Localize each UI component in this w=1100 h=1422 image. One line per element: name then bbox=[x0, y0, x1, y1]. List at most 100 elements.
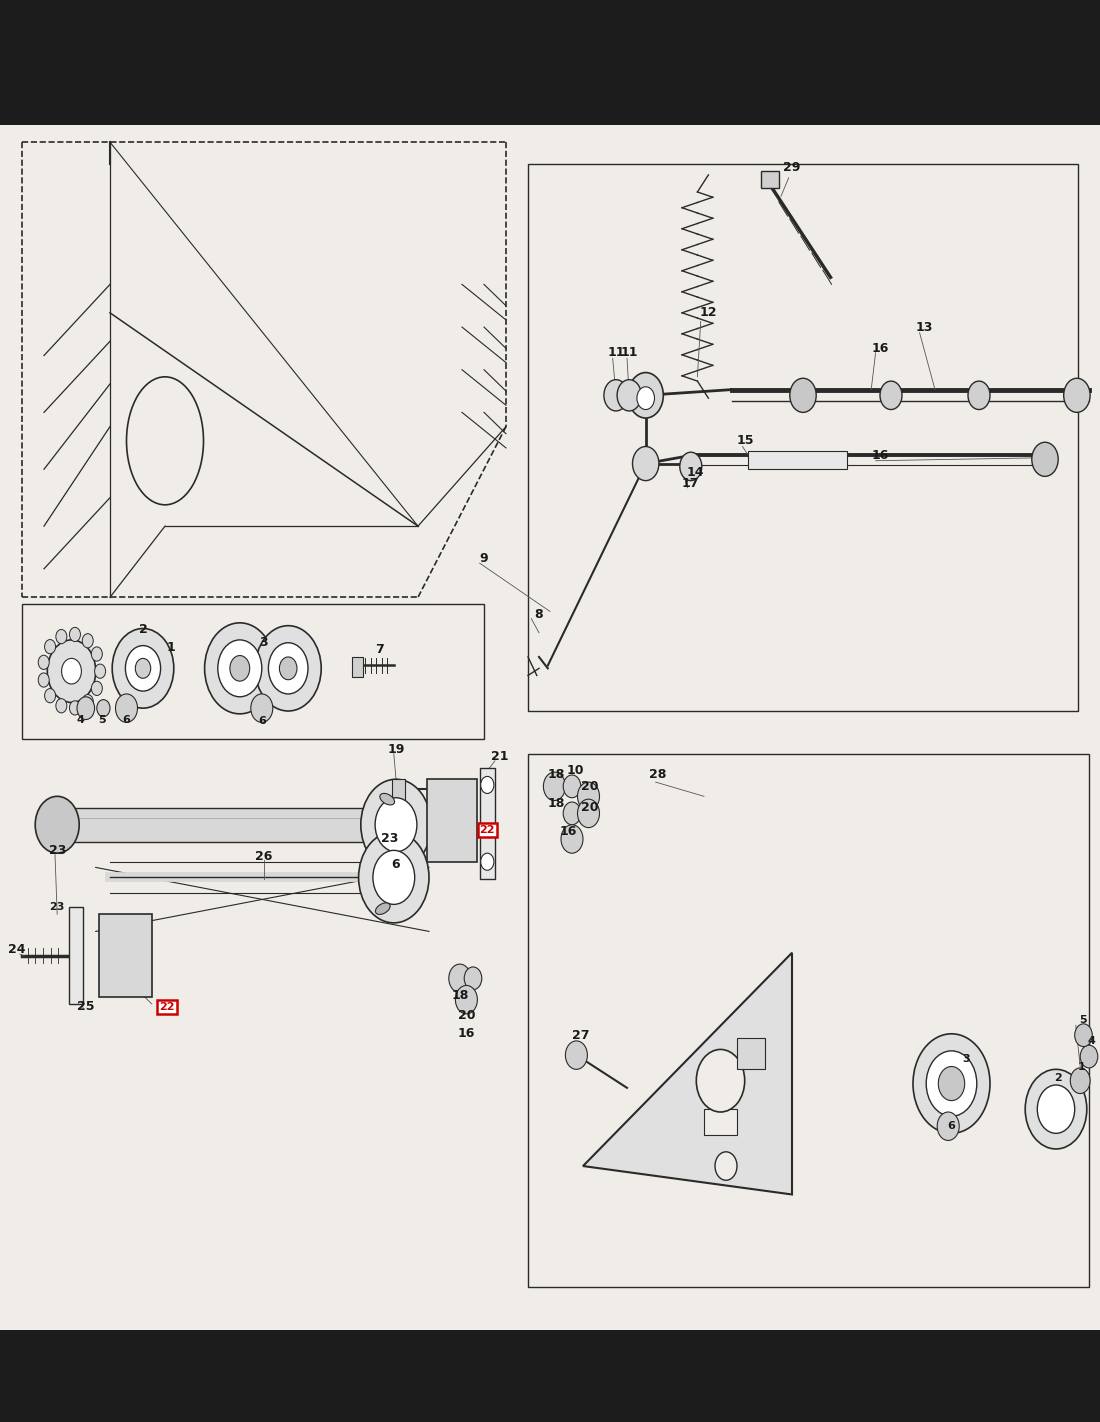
Text: 14: 14 bbox=[686, 465, 704, 479]
Circle shape bbox=[563, 802, 581, 825]
Circle shape bbox=[1080, 1045, 1098, 1068]
Text: 11: 11 bbox=[607, 346, 625, 360]
Circle shape bbox=[45, 688, 56, 702]
Text: 23: 23 bbox=[50, 902, 65, 913]
Text: 3: 3 bbox=[962, 1054, 969, 1065]
Text: 6: 6 bbox=[122, 714, 131, 725]
Text: 9: 9 bbox=[480, 552, 488, 566]
Text: 3: 3 bbox=[260, 636, 268, 650]
Text: 1: 1 bbox=[1077, 1061, 1086, 1072]
Circle shape bbox=[617, 380, 641, 411]
Text: 10: 10 bbox=[566, 764, 584, 778]
Text: 8: 8 bbox=[535, 607, 543, 621]
Circle shape bbox=[880, 381, 902, 410]
Text: 18: 18 bbox=[548, 796, 565, 811]
Circle shape bbox=[696, 1049, 745, 1112]
Circle shape bbox=[543, 772, 565, 801]
Circle shape bbox=[359, 832, 429, 923]
Text: 17: 17 bbox=[682, 476, 700, 491]
Bar bbox=[427, 779, 477, 862]
Text: 23: 23 bbox=[381, 832, 398, 846]
Text: 22: 22 bbox=[480, 825, 495, 836]
Circle shape bbox=[279, 657, 297, 680]
Circle shape bbox=[578, 782, 600, 811]
Circle shape bbox=[125, 646, 161, 691]
Bar bbox=[99, 914, 152, 997]
Text: 18: 18 bbox=[451, 988, 469, 1003]
Text: 24: 24 bbox=[8, 943, 25, 957]
Circle shape bbox=[35, 796, 79, 853]
Circle shape bbox=[1032, 442, 1058, 476]
Circle shape bbox=[82, 634, 94, 648]
Text: 7: 7 bbox=[375, 643, 384, 657]
Bar bbox=[0, 125, 1100, 1330]
Circle shape bbox=[792, 381, 814, 410]
Bar bbox=[761, 171, 779, 188]
Circle shape bbox=[637, 387, 654, 410]
Text: 11: 11 bbox=[620, 346, 638, 360]
Circle shape bbox=[361, 779, 431, 870]
Circle shape bbox=[481, 776, 494, 793]
Ellipse shape bbox=[375, 903, 390, 914]
Text: 6: 6 bbox=[947, 1121, 956, 1132]
Text: 6: 6 bbox=[257, 715, 266, 727]
Circle shape bbox=[926, 1051, 977, 1116]
Circle shape bbox=[715, 1152, 737, 1180]
Circle shape bbox=[39, 656, 50, 670]
Text: 6: 6 bbox=[392, 857, 400, 872]
Text: 16: 16 bbox=[871, 448, 889, 462]
Circle shape bbox=[56, 698, 67, 712]
Circle shape bbox=[790, 378, 816, 412]
Circle shape bbox=[77, 697, 95, 720]
Circle shape bbox=[112, 629, 174, 708]
Circle shape bbox=[205, 623, 275, 714]
Bar bbox=[704, 1109, 737, 1135]
Text: 20: 20 bbox=[581, 779, 598, 793]
Text: 29: 29 bbox=[783, 161, 801, 175]
Text: 18: 18 bbox=[548, 768, 565, 782]
Bar bbox=[69, 907, 82, 1004]
Bar bbox=[55, 808, 473, 842]
Text: 13: 13 bbox=[915, 320, 933, 334]
Circle shape bbox=[91, 647, 102, 661]
Bar bbox=[480, 768, 495, 879]
Circle shape bbox=[373, 850, 415, 904]
Bar bbox=[392, 779, 405, 822]
Circle shape bbox=[604, 380, 628, 411]
Bar bbox=[737, 1038, 764, 1069]
Text: 2: 2 bbox=[139, 623, 147, 637]
Circle shape bbox=[375, 798, 417, 852]
Circle shape bbox=[632, 447, 659, 481]
Bar bbox=[0, 0, 1100, 125]
Circle shape bbox=[561, 825, 583, 853]
Circle shape bbox=[69, 627, 80, 641]
Circle shape bbox=[1025, 1069, 1087, 1149]
Circle shape bbox=[230, 656, 250, 681]
Circle shape bbox=[1070, 1068, 1090, 1094]
Circle shape bbox=[481, 853, 494, 870]
Text: 21: 21 bbox=[491, 749, 508, 764]
Text: 2: 2 bbox=[1054, 1072, 1063, 1084]
Circle shape bbox=[255, 626, 321, 711]
Bar bbox=[22, 604, 484, 739]
Text: 5: 5 bbox=[99, 714, 106, 725]
Circle shape bbox=[218, 640, 262, 697]
Circle shape bbox=[95, 664, 106, 678]
Circle shape bbox=[455, 985, 477, 1014]
Text: 20: 20 bbox=[458, 1008, 475, 1022]
Text: 23: 23 bbox=[48, 843, 66, 857]
Text: 16: 16 bbox=[560, 825, 578, 839]
Circle shape bbox=[268, 643, 308, 694]
Text: 28: 28 bbox=[649, 768, 667, 782]
Circle shape bbox=[680, 452, 702, 481]
Text: 27: 27 bbox=[572, 1028, 590, 1042]
Circle shape bbox=[968, 381, 990, 410]
Circle shape bbox=[913, 1034, 990, 1133]
Circle shape bbox=[97, 700, 110, 717]
Ellipse shape bbox=[379, 793, 395, 805]
Circle shape bbox=[135, 658, 151, 678]
Circle shape bbox=[938, 1066, 965, 1101]
Text: 1: 1 bbox=[166, 640, 175, 654]
Text: 16: 16 bbox=[871, 341, 889, 356]
Text: 5: 5 bbox=[1080, 1014, 1087, 1025]
